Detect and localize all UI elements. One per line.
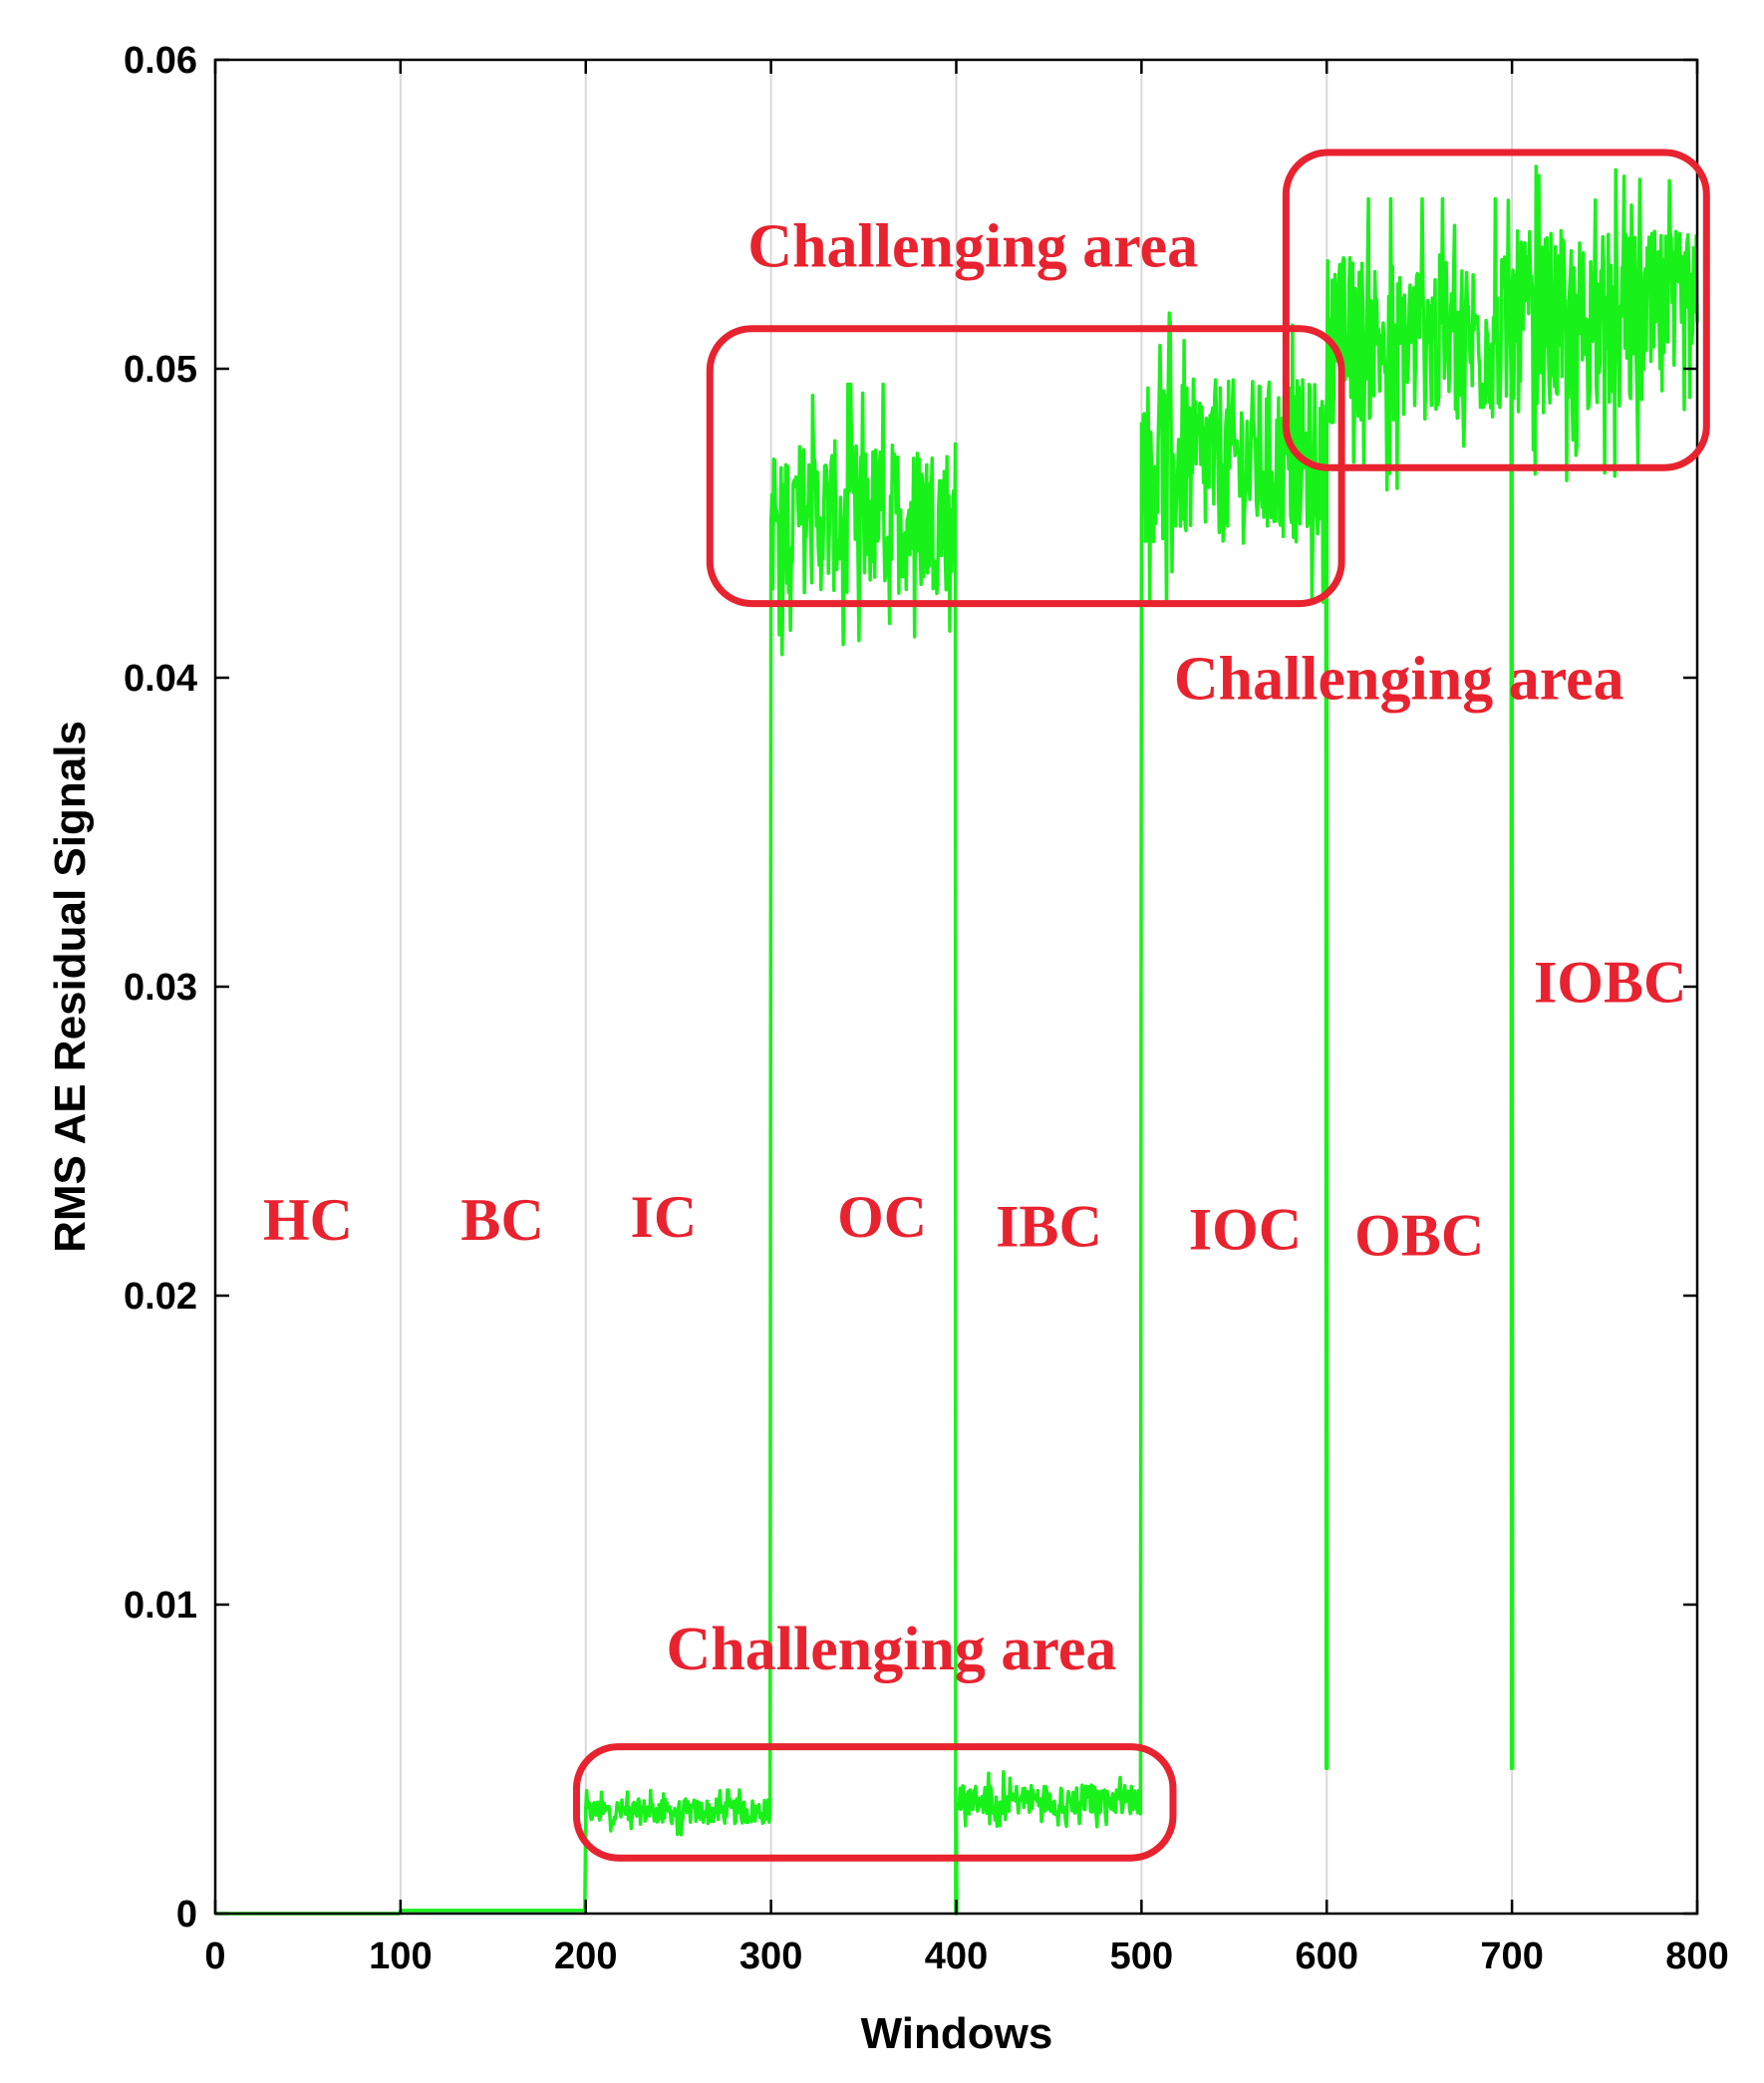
x-axis-title: Windows: [861, 2009, 1053, 2058]
x-tick-label: 200: [554, 1935, 617, 1977]
annotations: Challenging area Challenging area Challeng…: [263, 149, 1710, 1862]
condition-label: HC: [263, 1187, 353, 1253]
condition-label: OC: [837, 1184, 927, 1250]
condition-label: IOC: [1189, 1197, 1302, 1263]
x-tick-label: 300: [739, 1935, 802, 1977]
series-line: [214, 164, 1699, 1916]
x-tick-label: 100: [369, 1935, 432, 1977]
y-tick-label: 0.03: [124, 967, 197, 1009]
challenging-area-box: [1282, 149, 1710, 471]
residual-signal-line: [214, 164, 1699, 1916]
x-tick-label: 0: [204, 1935, 225, 1977]
axis-ticks: 0 100 200 300 400 500 600 700 800 0 0.01 0.02 0.03 0.…: [124, 40, 1729, 1977]
x-tick-label: 600: [1296, 1935, 1358, 1977]
challenging-area-label: Challenging area: [747, 213, 1198, 281]
condition-label: IBC: [996, 1193, 1102, 1259]
y-tick-label: 0: [176, 1894, 197, 1935]
y-tick-label: 0.01: [124, 1585, 197, 1627]
condition-label: BC: [460, 1187, 543, 1253]
x-tick-label: 400: [925, 1935, 988, 1977]
y-axis-title: RMS AE Residual Signals: [46, 721, 95, 1253]
challenging-area-label: Challenging area: [667, 1616, 1117, 1683]
x-tick-label: 700: [1480, 1935, 1543, 1977]
y-tick-label: 0.04: [124, 658, 197, 700]
challenging-area-box: [572, 1743, 1177, 1862]
y-tick-label: 0.02: [124, 1276, 197, 1318]
x-tick-label: 500: [1110, 1935, 1173, 1977]
challenging-area-label: Challenging area: [1174, 646, 1624, 714]
condition-label: OBC: [1354, 1203, 1484, 1269]
y-tick-label: 0.05: [124, 349, 197, 391]
y-tick-label: 0.06: [124, 40, 197, 82]
x-tick-label: 800: [1665, 1935, 1728, 1977]
condition-label: IOBC: [1534, 950, 1686, 1016]
condition-label: IC: [630, 1184, 697, 1250]
